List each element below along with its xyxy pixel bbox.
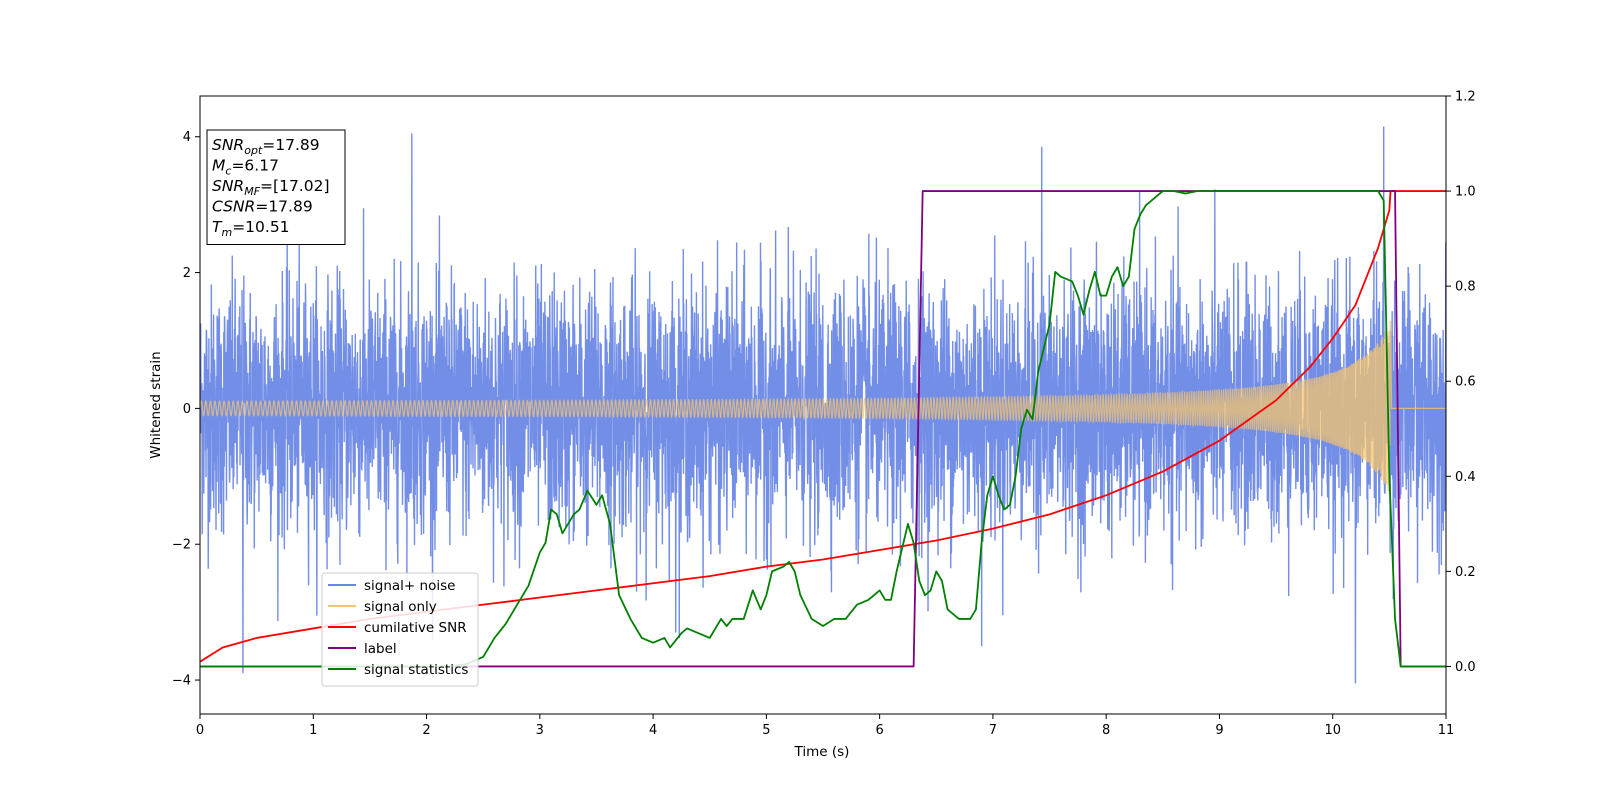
- x-axis: 0 1 2 3 4 5 6 7 8 9 10 11: [196, 714, 1454, 738]
- series-signal-only: [200, 320, 1446, 494]
- annotation-subscript: opt: [244, 144, 263, 157]
- annotation-line: SNRMF=[17.02]: [212, 177, 330, 198]
- y-right-tick-label: 0.4: [1455, 470, 1476, 485]
- x-tick-label: 10: [1324, 723, 1341, 738]
- annotation-value: =6.17: [231, 157, 279, 175]
- annotation-frame: [206, 129, 346, 245]
- y-left-tick-label: −4: [172, 674, 191, 689]
- annotation-symbol: SNR: [212, 177, 244, 195]
- annotation-value: =17.89: [255, 198, 312, 216]
- x-tick-label: 8: [1102, 723, 1110, 738]
- x-tick-label: 9: [1215, 723, 1223, 738]
- legend-label-label: label: [364, 641, 397, 657]
- x-tick-label: 3: [536, 723, 544, 738]
- y-left-axis: −4 −2 0 2 4: [172, 130, 200, 689]
- y-right-axis: 0.0 0.2 0.4 0.6 0.8 1.0 1.2: [1446, 90, 1476, 675]
- annotation-value: =[17.02]: [260, 177, 329, 195]
- y-right-tick-label: 1.0: [1455, 185, 1476, 200]
- annotation-line: Tm=10.51: [212, 218, 290, 239]
- annotation-subscript: c: [225, 165, 231, 178]
- annotation-value: =10.51: [232, 218, 289, 236]
- x-tick-label: 11: [1438, 723, 1455, 738]
- annotation-subscript: MF: [244, 185, 260, 198]
- legend: signal+ noise signal only cumilative SNR la…: [321, 572, 479, 687]
- y-left-tick-label: 2: [183, 266, 191, 281]
- annotation-symbol: T: [212, 218, 223, 236]
- x-tick-label: 0: [196, 723, 204, 738]
- y-right-tick-label: 0.2: [1455, 565, 1476, 580]
- y-left-tick-label: 4: [183, 130, 191, 145]
- x-tick-label: 5: [762, 723, 770, 738]
- y-axis-label: Whitened strain: [148, 351, 164, 458]
- annotation-line: Mc=6.17: [212, 157, 279, 178]
- annotation-box: SNRopt=17.89Mc=6.17SNRMF=[17.02]CSNR=17.…: [206, 129, 346, 245]
- y-right-tick-label: 1.2: [1455, 90, 1476, 105]
- annotation-symbol: M: [212, 157, 225, 175]
- y-left-tick-label: 0: [183, 402, 191, 417]
- legend-frame: [321, 572, 479, 687]
- legend-label-signal-statistics: signal statistics: [364, 662, 468, 678]
- y-right-tick-label: 0.0: [1455, 660, 1476, 675]
- x-tick-label: 6: [875, 723, 883, 738]
- annotation-line: SNRopt=17.89: [212, 136, 320, 157]
- x-axis-label: Time (s): [794, 744, 850, 760]
- x-tick-label: 4: [649, 723, 657, 738]
- series-signal-noise: [200, 126, 1446, 684]
- y-right-tick-label: 0.6: [1455, 375, 1476, 390]
- legend-label-cumilative-snr: cumilative SNR: [364, 620, 467, 636]
- annotation-symbol: CSNR: [212, 198, 255, 216]
- annotation-subscript: m: [221, 226, 232, 239]
- annotation-line: CSNR=17.89: [212, 198, 313, 216]
- legend-label-signal-only: signal only: [364, 599, 437, 615]
- y-right-tick-label: 0.8: [1455, 280, 1476, 295]
- annotation-value: =17.89: [262, 136, 319, 154]
- legend-label-signal-noise: signal+ noise: [364, 578, 455, 594]
- plot-frame: [199, 95, 1447, 715]
- annotation-symbol: SNR: [212, 136, 244, 154]
- series-signal-statistics: [200, 190, 1446, 668]
- x-tick-label: 2: [422, 723, 430, 738]
- y-left-tick-label: −2: [172, 538, 191, 553]
- x-tick-label: 7: [989, 723, 997, 738]
- x-tick-label: 1: [309, 723, 317, 738]
